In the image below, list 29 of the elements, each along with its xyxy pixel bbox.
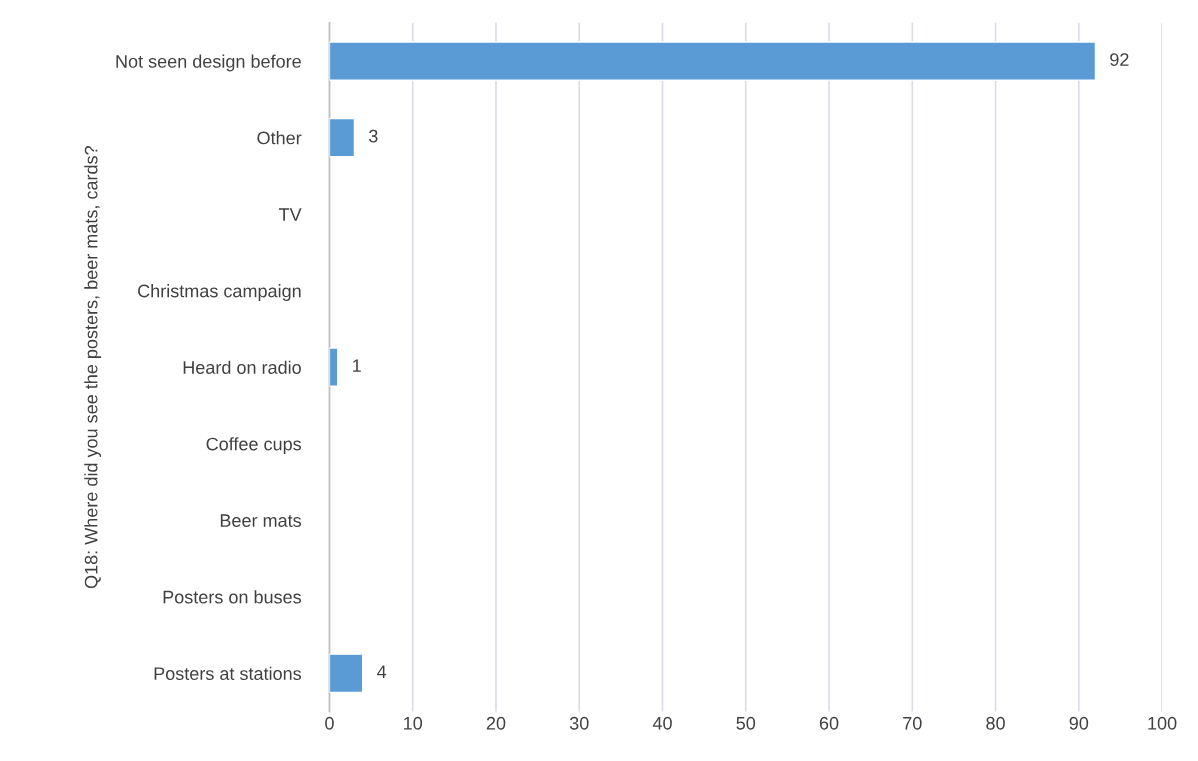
y-tick-label: Posters on buses: [163, 590, 302, 604]
data-label: 4: [377, 665, 387, 678]
data-label: 3: [369, 129, 378, 143]
bar: [329, 347, 339, 388]
y-tick-label: Coffee cups: [206, 437, 302, 454]
x-tick-label: 0: [325, 716, 334, 730]
y-tick-label: Beer mats: [220, 514, 302, 527]
x-tick-label: 100: [1148, 716, 1177, 730]
y-tick-label: Posters at stations: [154, 666, 302, 680]
x-tick-label: 50: [736, 716, 756, 730]
bar: [329, 117, 356, 158]
x-tick-label: 90: [1069, 716, 1089, 730]
x-tick-label: 30: [569, 716, 589, 730]
y-tick-label: Christmas campaign: [138, 284, 301, 301]
y-tick-label: Other: [257, 131, 302, 145]
y-axis-title: Q18: Where did you see the posters, beer mats, cards?: [84, 146, 102, 589]
x-tick-label: 20: [486, 716, 506, 730]
bar: [329, 653, 364, 694]
y-tick-label: Not seen design before: [116, 54, 301, 72]
y-tick-label: TV: [279, 208, 302, 221]
data-label: 92: [1110, 53, 1129, 66]
data-label: 1: [353, 359, 361, 372]
x-tick-label: 40: [652, 716, 672, 730]
y-tick-label: Heard on radio: [183, 360, 301, 374]
bar: [329, 41, 1097, 81]
x-tick-label: 60: [819, 716, 839, 730]
x-tick-label: 70: [903, 716, 922, 730]
x-tick-label: 80: [986, 716, 1005, 730]
x-tick-label: 10: [404, 716, 423, 730]
